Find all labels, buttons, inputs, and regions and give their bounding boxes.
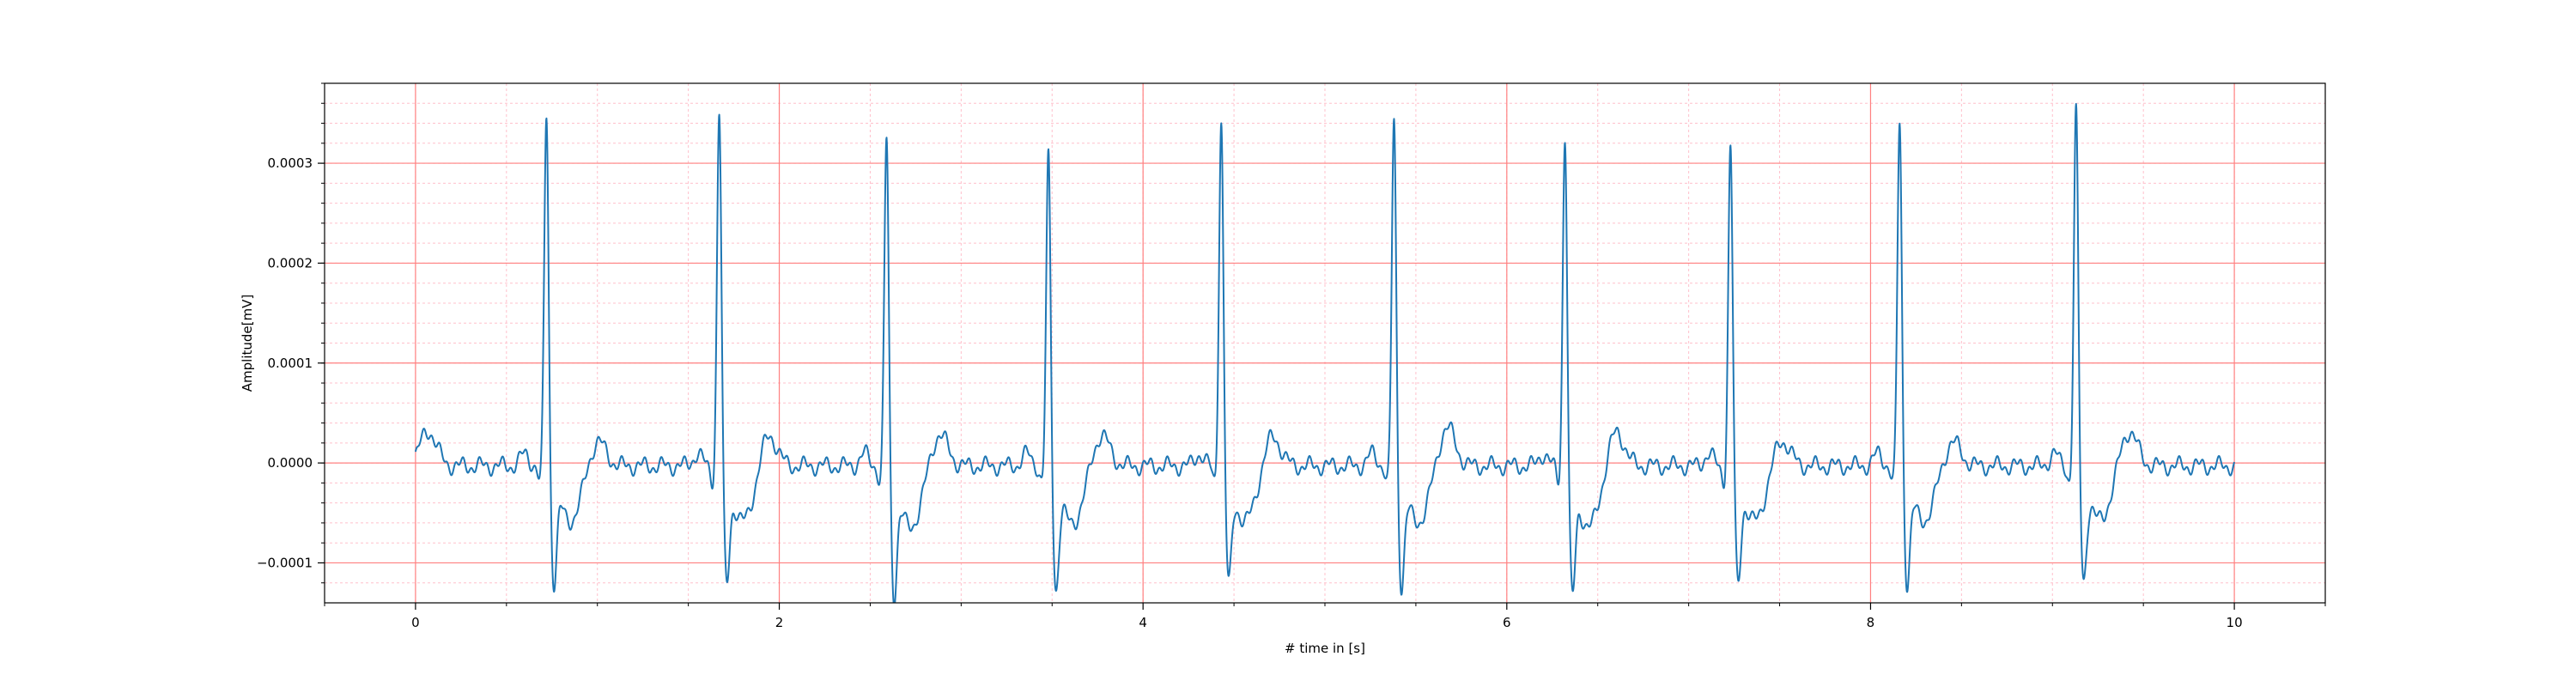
x-tick-label: 0	[411, 615, 420, 630]
y-tick-label: 0.0002	[268, 255, 313, 271]
y-tick-label: 0.0001	[268, 356, 313, 371]
minor-grid	[324, 82, 2326, 603]
y-tick-label: 0.0000	[268, 455, 313, 471]
x-tick-label: 8	[1867, 615, 1875, 630]
y-axis-label: Amplitude[mV]	[240, 295, 255, 392]
x-tick-label: 6	[1503, 615, 1511, 630]
x-tick-label: 4	[1139, 615, 1147, 630]
major-grid	[325, 83, 2325, 603]
x-tick-label: 10	[2227, 615, 2243, 630]
x-axis-label: # time in [s]	[1285, 641, 1365, 656]
x-tick-label: 2	[775, 615, 784, 630]
x-axis-ticks: 0 2 4 6 8 10	[324, 603, 2326, 630]
plot-data-group	[414, 103, 2236, 603]
y-axis-ticks: −0.0001 0.0000 0.0001 0.0002 0.0003	[257, 82, 325, 584]
y-tick-label: 0.0003	[268, 155, 313, 171]
y-tick-label: −0.0001	[257, 555, 313, 570]
ecg-series-line	[414, 103, 2236, 603]
